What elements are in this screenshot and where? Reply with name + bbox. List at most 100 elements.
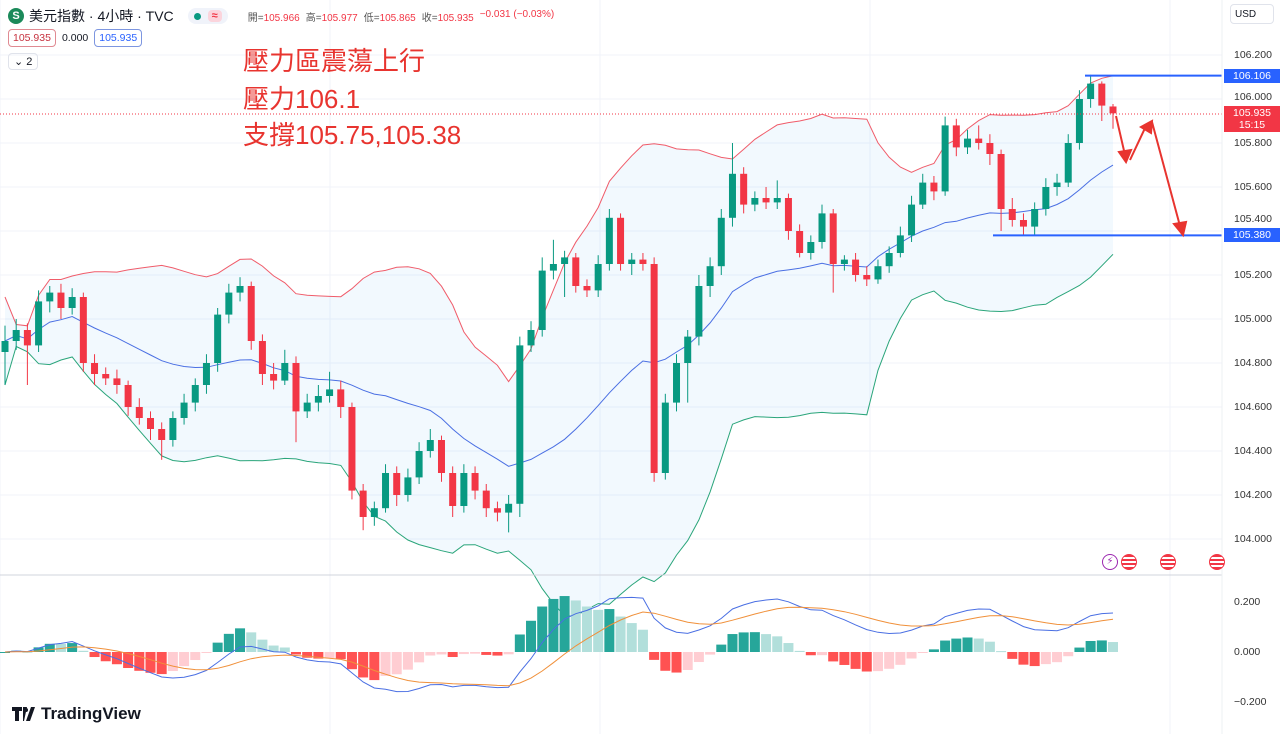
status-badges[interactable]: ≈ [187,8,228,24]
indicators-toggle-button[interactable]: ⌄ 2 [8,53,39,70]
candle [1053,173,1061,196]
macd-histogram-bar [604,609,615,652]
candle-body [717,217,725,267]
candle-body [874,266,882,280]
macd-histogram-bar [940,640,951,652]
candle-body [124,385,132,407]
arrow-1[interactable] [1115,115,1126,156]
candle-body [146,418,154,429]
last-price-value: 105.935 [1233,107,1271,119]
macd-histogram-bar [973,638,984,652]
candle-body [661,402,669,473]
macd-tick: 0.000 [1234,646,1261,658]
candle [818,204,826,249]
arrow-2[interactable] [1129,125,1147,161]
candle [348,402,356,500]
candle-body [684,336,692,363]
candle [314,385,322,412]
low-label: 低= [363,12,380,24]
candle [986,134,994,165]
candle [673,354,681,412]
candle-body [975,138,983,143]
candle-body [471,473,479,491]
macd-histogram-bar [917,652,928,653]
candle-body [941,125,949,192]
candle [113,369,121,394]
arrowhead-icon [1172,220,1188,238]
candle [1087,74,1095,108]
candle [572,253,580,293]
macd-histogram-bar [335,652,346,660]
candle-body [247,286,255,341]
candle [549,239,557,280]
symbol-header[interactable]: S 美元指數 · 4小時 · TVC ≈ 開=105.966 高=105.977… [8,6,554,26]
high-label: 高= [305,12,322,24]
macd-histogram-bar [223,633,234,652]
candle-body [359,490,367,517]
us-flag-event-icon[interactable] [1160,554,1176,570]
bollinger-upper-line [4,75,1114,383]
candle [258,334,266,385]
bollinger-band-fill [5,75,1113,617]
event-flash-icon[interactable]: ⚡ [1102,554,1118,570]
macd-histogram-bar [962,637,973,652]
currency-button[interactable]: USD [1230,4,1274,24]
macd-histogram-bar [772,636,783,652]
macd-histogram-bar [369,652,380,681]
candle [12,319,20,350]
candle-body [863,275,871,280]
price-tick: 105.400 [1234,213,1272,225]
candle-body [549,264,557,271]
macd-histogram-bar [1018,652,1029,665]
macd-histogram-bar [458,652,469,655]
tradingview-logo[interactable]: TradingView [12,704,141,724]
arrow-3[interactable] [1151,121,1181,227]
symbol-title[interactable]: 美元指數 · 4小時 · TVC [29,8,174,24]
macd-pane [0,596,1118,693]
candle [1075,90,1083,150]
arrow-annotations[interactable] [1115,115,1188,238]
macd-histogram-bar [738,632,749,652]
annotation-text-2[interactable]: 壓力106.1 [243,84,361,114]
candle [594,255,602,297]
candle [773,180,781,209]
macd-histogram-bar [257,639,268,652]
candle [135,398,143,425]
candle-body [538,270,546,330]
macd-histogram-bar [123,652,134,669]
macd-histogram-bar [884,652,895,669]
macd-histogram-bar [0,652,10,653]
buy-price-button[interactable]: 105.935 [94,29,143,47]
candle-body [326,389,334,396]
candle [292,356,300,443]
approx-badge: ≈ [207,10,222,22]
sell-price-button[interactable]: 105.935 [8,29,56,47]
us-flag-event-icon[interactable] [1209,554,1225,570]
candle-body [337,389,345,407]
candle [1109,104,1117,129]
price-tick: 105.800 [1234,137,1272,149]
annotation-text-1[interactable]: 壓力區震蕩上行 [243,46,426,76]
candle [1,325,9,385]
macd-histogram-bar [727,634,738,652]
macd-histogram-bar [570,600,581,652]
candle-body [896,235,904,253]
macd-histogram-bar [928,649,939,652]
candles [1,74,1117,533]
macd-histogram-bar [682,652,693,670]
ohlc-values: 開=105.966 高=105.977 低=105.865 收=105.935 … [248,9,555,24]
candle-body [370,508,378,517]
us-flag-event-icon[interactable] [1121,554,1137,570]
macd-histogram-bar [481,652,492,655]
candle-body [1019,220,1027,227]
candle [404,468,412,502]
price-tick: 105.000 [1234,313,1272,325]
macd-histogram-bar [817,652,828,656]
candle [896,226,904,258]
candle [684,330,692,403]
candle [493,501,501,522]
candle [35,290,43,352]
candle-body [527,330,535,346]
annotation-text-3[interactable]: 支撐105.75,105.38 [243,120,462,150]
